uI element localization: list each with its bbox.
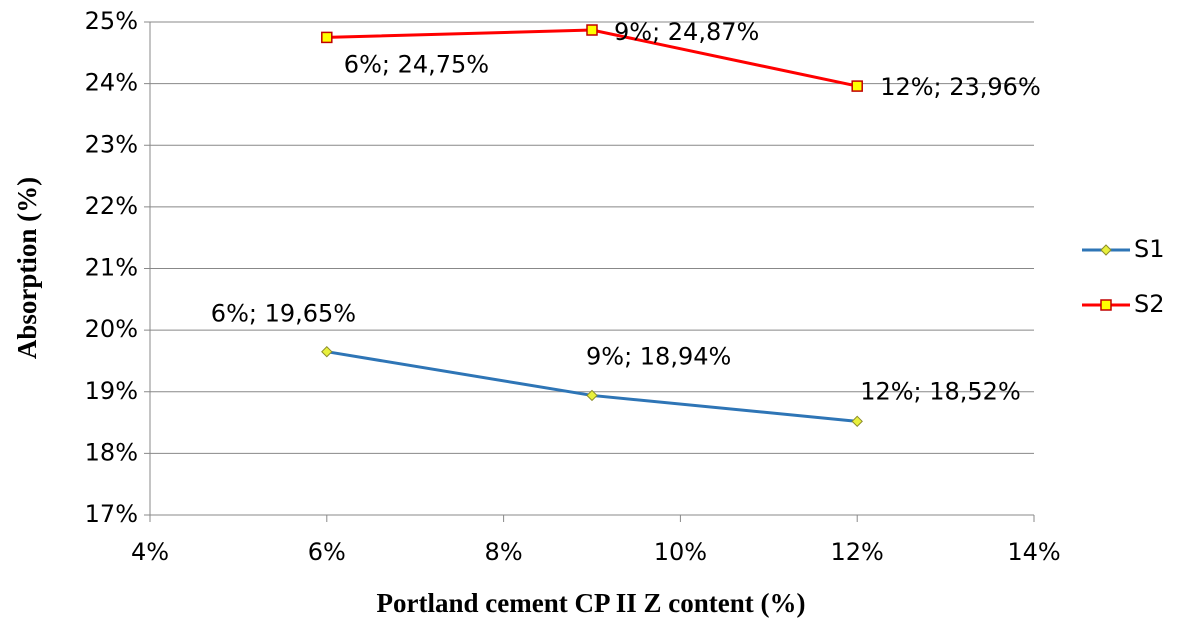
y-tick-label: 22% (85, 192, 138, 220)
marker (851, 415, 863, 428)
y-tick-label: 20% (85, 315, 138, 343)
x-tick-label: 6% (308, 538, 346, 566)
marker (1100, 299, 1112, 311)
legend-label: S2 (1134, 290, 1165, 318)
y-tick-label: 18% (85, 438, 138, 466)
marker (586, 389, 598, 402)
marker (321, 345, 333, 358)
y-tick-label: 17% (85, 500, 138, 528)
marker (1100, 244, 1112, 256)
data-label: 6%; 19,65% (211, 300, 356, 328)
x-tick-label: 12% (831, 538, 884, 566)
y-tick-label: 24% (85, 69, 138, 97)
x-tick-label: 10% (654, 538, 707, 566)
x-axis-title: Portland cement CP II Z content (%) (377, 588, 806, 618)
x-tick-label: 4% (131, 538, 169, 566)
x-tick-label: 14% (1007, 538, 1060, 566)
legend-label: S1 (1134, 235, 1165, 263)
data-label: 9%; 18,94% (586, 342, 731, 370)
marker (321, 31, 333, 44)
data-label: 12%; 18,52% (860, 377, 1021, 405)
y-axis-title: Absorption (%) (12, 177, 42, 359)
data-label: 9%; 24,87% (614, 18, 759, 46)
y-tick-label: 21% (85, 254, 138, 282)
data-label: 12%; 23,96% (880, 73, 1041, 101)
y-tick-label: 23% (85, 130, 138, 158)
y-tick-label: 25% (85, 7, 138, 35)
marker (851, 80, 863, 92)
data-label: 6%; 24,75% (344, 50, 489, 78)
marker (586, 24, 598, 36)
y-tick-label: 19% (85, 377, 138, 405)
x-tick-label: 8% (485, 538, 523, 566)
